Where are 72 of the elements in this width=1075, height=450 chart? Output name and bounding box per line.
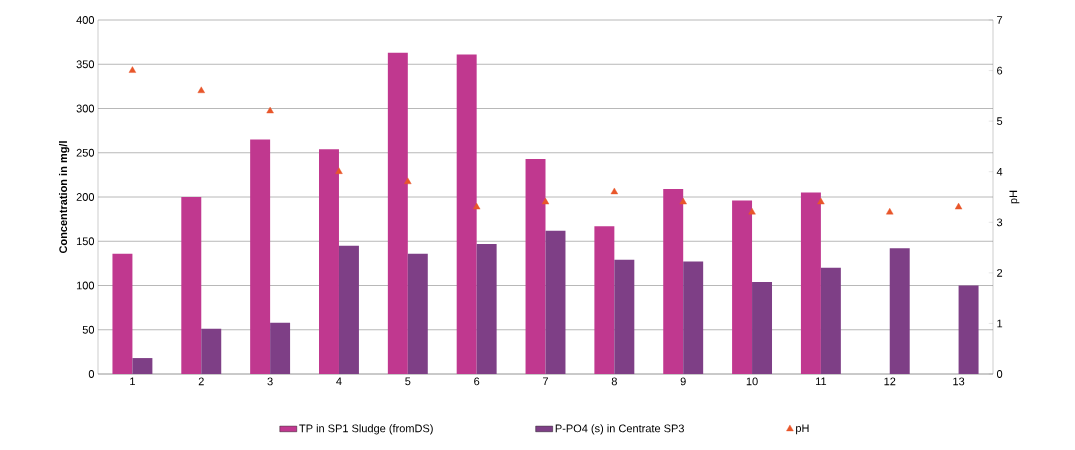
- bar: [889, 248, 910, 374]
- x-tick-label: 13: [953, 377, 965, 386]
- x-tick-label: 9: [680, 377, 686, 386]
- bar: [270, 322, 291, 374]
- y-tick-label: 0: [88, 370, 95, 378]
- y2-axis-title: pH: [1009, 190, 1020, 204]
- y2-tick-label: 2: [997, 269, 1003, 277]
- point: [886, 207, 894, 215]
- bar: [250, 139, 271, 374]
- legend-label: pH: [796, 424, 809, 435]
- y2-tick-label: 6: [997, 66, 1003, 75]
- bar: [476, 243, 497, 374]
- point: [197, 86, 205, 93]
- bar: [800, 192, 821, 374]
- bar: [594, 226, 615, 374]
- bar: [614, 259, 635, 374]
- bar: [525, 158, 546, 374]
- bar: [201, 328, 222, 374]
- y2-tick-label: 3: [996, 218, 1003, 227]
- point: [541, 197, 550, 205]
- y-tick-label: 400: [76, 16, 95, 24]
- point: [335, 167, 343, 174]
- x-tick-label: 1: [130, 377, 135, 386]
- x-tick-label: 12: [884, 377, 896, 386]
- point: [817, 197, 825, 205]
- bar: [456, 54, 477, 374]
- y2-tick-label: 0: [996, 370, 1003, 378]
- y-tick-label: 350: [76, 60, 95, 69]
- x-tick-label: 4: [336, 377, 342, 386]
- y2-tick-label: 1: [997, 319, 1003, 328]
- bar: [181, 197, 202, 374]
- bar: [338, 245, 359, 374]
- y-tick-label: 300: [76, 104, 95, 113]
- bar: [663, 189, 684, 374]
- y-tick-label: 250: [76, 148, 95, 157]
- x-tick-label: 2: [198, 377, 204, 386]
- legend-label: P-PO4 (s) in Centrate SP3: [555, 424, 684, 435]
- bar: [387, 52, 408, 374]
- bar: [820, 267, 841, 374]
- x-tick-label: 5: [405, 377, 411, 386]
- bar: [407, 253, 428, 374]
- point: [473, 202, 481, 210]
- point: [610, 187, 619, 195]
- bar: [752, 281, 773, 374]
- x-tick-label: 7: [543, 377, 549, 386]
- point: [748, 207, 756, 215]
- bar: [545, 230, 566, 374]
- y-tick-label: 50: [82, 325, 95, 334]
- x-tick-label: 3: [267, 377, 273, 386]
- point: [404, 177, 412, 185]
- y-tick-label: 150: [76, 237, 95, 246]
- x-tick-label: 11: [816, 377, 827, 386]
- point: [128, 66, 137, 73]
- x-tick-label: 8: [611, 377, 617, 386]
- y2-tick-label: 5: [996, 117, 1003, 125]
- x-tick-label: 10: [746, 377, 758, 386]
- bar: [732, 200, 753, 374]
- bar: [683, 261, 704, 374]
- bar: [132, 358, 153, 374]
- bar: [958, 285, 979, 374]
- y-axis-title: Concentration in mg/l: [58, 141, 70, 254]
- y2-tick-label: 4: [996, 167, 1003, 176]
- point: [954, 202, 963, 210]
- y-tick-label: 200: [76, 193, 95, 201]
- bar: [112, 253, 133, 374]
- y-tick-label: 100: [76, 281, 95, 290]
- bar: [319, 149, 339, 374]
- point: [266, 106, 274, 114]
- x-tick-label: 6: [474, 377, 480, 386]
- y2-tick-label: 7: [997, 16, 1003, 24]
- legend-label: TP in SP1 Sludge (fromDS): [299, 424, 433, 435]
- point: [679, 197, 687, 205]
